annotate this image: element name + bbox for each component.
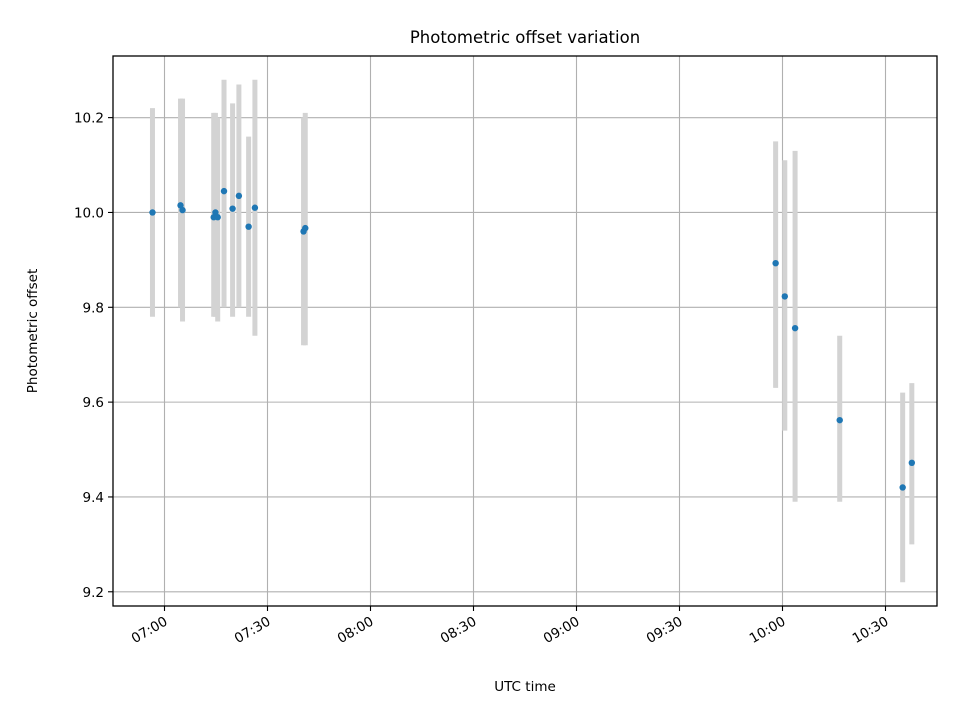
x-tick-label: 09:30 [644,614,686,647]
data-point [235,192,243,200]
y-axis-label: Photometric offset [25,269,41,393]
data-point [179,206,186,214]
x-tick-label: 10:00 [747,614,789,647]
x-tick-label: 08:00 [335,614,377,647]
axis-ticks: 07:00 07:30 08:00 08:30 09:00 09:30 10:00 10:30… [74,111,892,647]
x-tick-label: 07:30 [232,614,274,647]
data-point [781,293,788,300]
data-point [791,324,799,332]
data-point [229,205,236,212]
data-point [772,259,779,267]
chart-title: Photometric offset variation [410,28,640,47]
data-point [836,416,843,424]
y-tick-label: 9.4 [83,490,104,506]
data-point [245,223,252,230]
data-point [251,204,259,211]
x-tick-label: 08:30 [438,614,480,647]
y-tick-label: 10.2 [74,111,104,127]
data-point [220,187,228,195]
y-tick-label: 10.0 [74,205,104,221]
data-point [302,224,309,232]
data-point [899,484,906,491]
data-point [214,214,221,221]
x-tick-label: 10:30 [850,614,892,647]
data-point [212,209,219,216]
y-tick-label: 9.2 [83,585,104,601]
plot-frame [112,55,938,607]
x-axis-label: UTC time [494,679,556,695]
data-point [149,209,156,216]
x-tick-label: 09:00 [541,614,583,647]
y-tick-label: 9.6 [83,395,104,411]
y-tick-label: 9.8 [83,300,104,316]
error-bars [149,79,915,583]
data-points [149,187,916,491]
x-tick-label: 07:00 [129,614,171,647]
data-point [908,459,916,467]
